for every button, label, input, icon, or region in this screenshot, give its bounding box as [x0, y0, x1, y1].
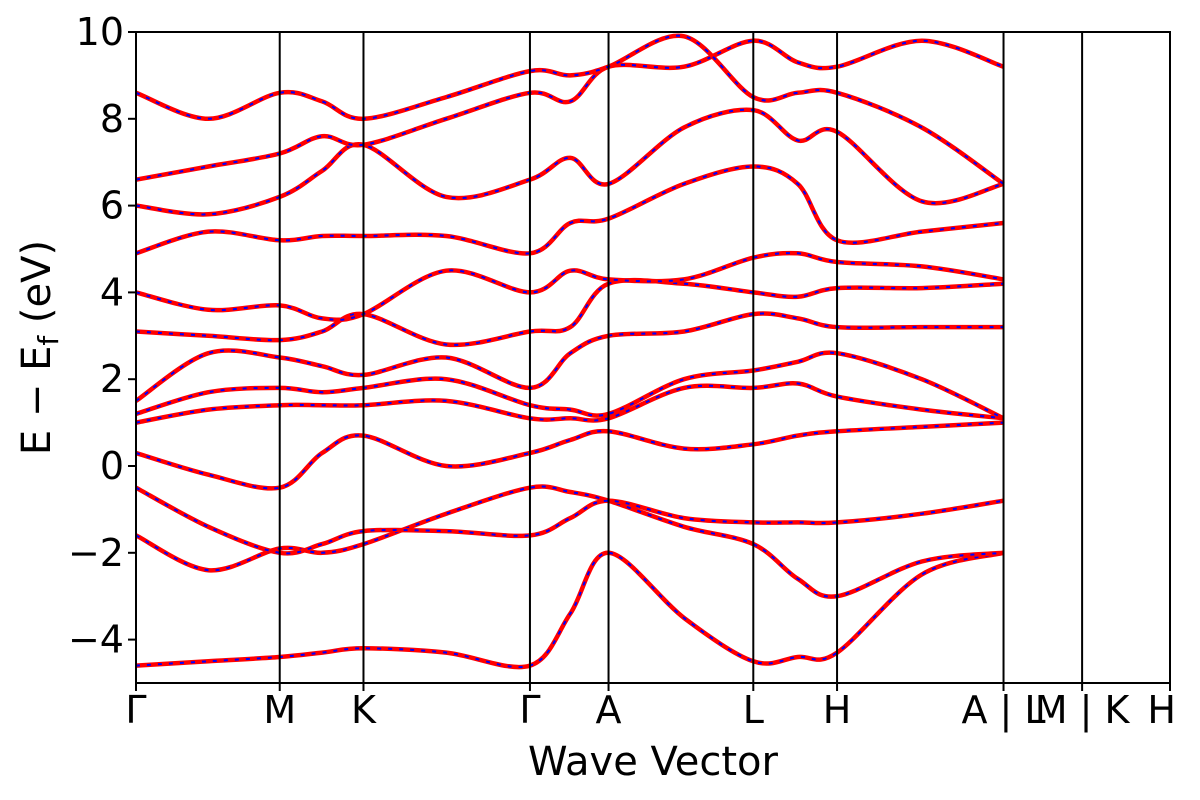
band-overlay-11 — [136, 39, 1004, 181]
plot-area — [136, 33, 1005, 670]
x-tick-label-6: H — [823, 688, 852, 732]
band-overlay-6 — [136, 312, 1004, 402]
plot-border — [135, 31, 1171, 684]
y-tick-label-4: 2 — [100, 357, 124, 401]
y-tick-label-2: 6 — [100, 184, 124, 228]
band-line-3 — [136, 420, 1004, 491]
x-tick-label-8: M | K — [1035, 688, 1131, 733]
y-tick-label-6: −2 — [68, 531, 124, 575]
band-overlay-0 — [136, 551, 1004, 669]
band-line-10 — [136, 107, 1005, 217]
band-overlay-2 — [136, 486, 1004, 555]
band-line-2 — [136, 485, 1004, 556]
band-line-7 — [136, 277, 1004, 348]
band-line-1 — [136, 484, 1004, 599]
band-line-0 — [136, 550, 1005, 670]
band-overlay-1 — [136, 485, 1004, 598]
y-axis: 10 8 6 4 2 0 −2 −4 — [68, 10, 136, 662]
band-line-8 — [136, 250, 1004, 323]
y-axis-label: E − Ef (eV) — [14, 240, 65, 455]
x-tick-label-2: K — [351, 688, 377, 732]
band-overlay-3 — [136, 421, 1004, 490]
y-axis-label-subscript: f — [32, 335, 65, 346]
y-tick-label-0: 10 — [76, 10, 124, 54]
band-overlay-5 — [136, 351, 1004, 420]
y-tick-label-7: −4 — [68, 618, 124, 662]
band-line-4 — [136, 381, 1004, 425]
plot-frame — [135, 31, 1171, 684]
x-tick-label-1: M — [263, 688, 296, 732]
y-tick-label-1: 8 — [100, 97, 124, 141]
x-tick-label-9: H — [1147, 688, 1176, 732]
x-tick-label-0: Γ — [125, 688, 146, 732]
band-line-9 — [136, 164, 1004, 256]
x-tick-label-4: A — [596, 688, 622, 732]
kpoint-divider-lines — [278, 32, 1084, 683]
y-tick-label-3: 4 — [100, 270, 124, 314]
y-axis-label-main: E − E — [14, 346, 60, 456]
x-tick-label-7: A | L — [961, 688, 1045, 733]
x-tick-label-3: Γ — [519, 688, 540, 732]
band-overlay-9 — [136, 165, 1004, 255]
y-tick-label-5: 0 — [100, 444, 124, 488]
band-line-12 — [136, 33, 1005, 186]
y-axis-label-unit: (eV) — [14, 240, 60, 336]
x-axis-label: Wave Vector — [528, 739, 779, 785]
x-tick-label-5: L — [743, 688, 764, 732]
x-axis: Γ M K Γ A L H A | LM | K H — [125, 683, 1176, 733]
